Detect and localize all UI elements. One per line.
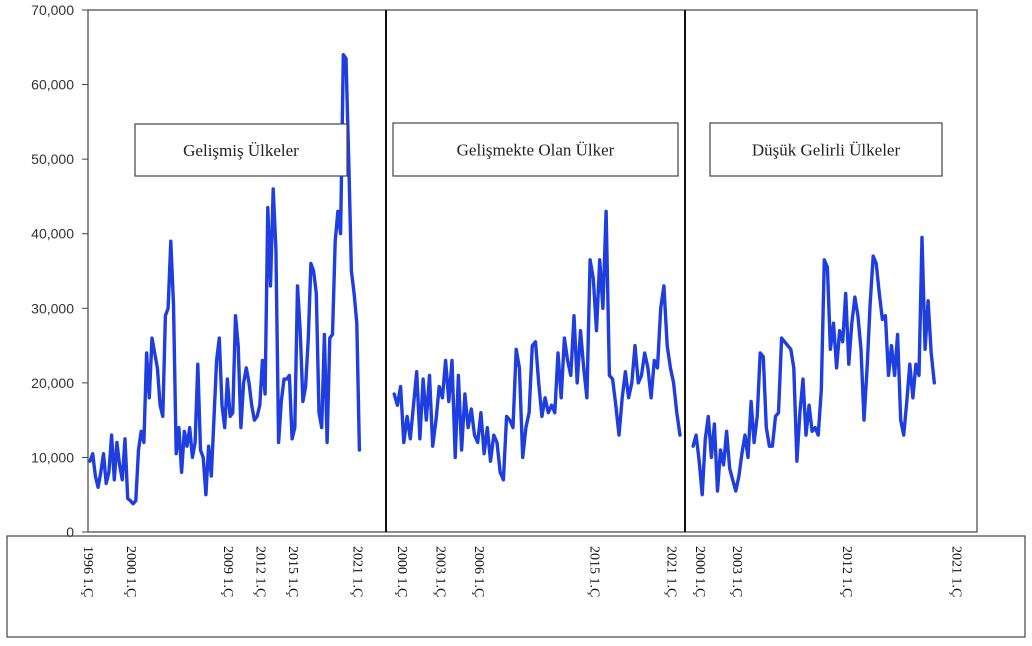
panel-label-box [392,122,679,177]
x-tick-label: 2003 1.Ç [729,546,744,597]
y-tick-label: 50,000 [31,151,74,167]
series-line-1 [88,53,362,506]
y-axis: 0 10,000 20,000 30,000 40,000 50,000 60,000 70,… [31,2,88,540]
panel-label-text: Düşük Gelirli Ülkeler [752,141,901,160]
x-tick-label: 2021 1.Ç [664,546,679,597]
x-tick-label: 2006 1.Ç [471,546,486,597]
series-lines [88,53,936,506]
x-axis-label-box [6,535,1026,638]
x-tick-label: 2012 1.Ç [252,546,267,597]
x-tick-label: 2000 1.Ç [692,546,707,597]
x-tick-label: 2003 1.Ç [432,546,447,597]
x-tick-label: 2015 1.Ç [285,546,300,597]
x-tick-label: 2021 1.Ç [349,546,364,597]
x-tick-label: 2021 1.Ç [949,546,964,597]
series-line-3 [691,235,936,497]
y-tick-label: 20,000 [31,375,74,391]
x-tick-label: 2000 1.Ç [394,546,409,597]
x-tick-label: 2009 1.Ç [220,546,235,597]
x-tick-label: 2012 1.Ç [839,546,854,597]
x-tick-label: 1996 1.Ç [80,546,95,597]
plot-frame [87,9,978,533]
x-tick-label: 2000 1.Ç [123,546,138,597]
x-axis: 1996 1.Ç 2000 1.Ç 2009 1.Ç 2012 1.Ç 2015 1.Ç… [6,535,1026,638]
y-tick-label: 30,000 [31,300,74,316]
series-line-2 [392,209,682,482]
y-tick-label: 70,000 [31,2,74,18]
y-tick-label: 60,000 [31,77,74,93]
x-tick-label: 2015 1.Ç [587,546,602,597]
panel-labels: Gelişmiş Ülkeler Gelişmekte Olan Ülker Düş… [134,122,943,177]
panel-label-box [709,122,943,177]
y-tick-label: 40,000 [31,226,74,242]
panel-label-text: Gelişmiş Ülkeler [183,141,299,160]
y-tick-label: 10,000 [31,449,74,465]
y-tick-label: 0 [66,524,74,540]
panel-label-box [134,123,348,177]
panel-label-text: Gelişmekte Olan Ülker [457,141,615,160]
plot-area-border [87,9,978,533]
